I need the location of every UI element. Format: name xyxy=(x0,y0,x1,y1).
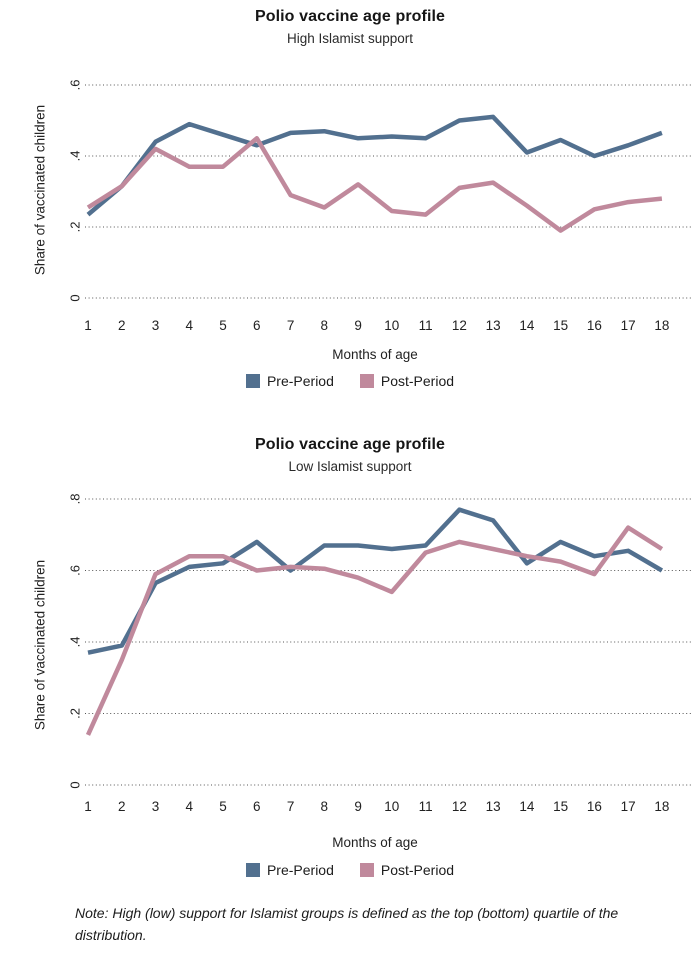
svg-text:5: 5 xyxy=(219,799,227,814)
svg-text:6: 6 xyxy=(253,799,261,814)
svg-text:.8: .8 xyxy=(67,494,82,505)
footnote: Note: High (low) support for Islamist gr… xyxy=(75,905,619,944)
svg-text:4: 4 xyxy=(186,318,194,333)
chart2-title: Polio vaccine age profile xyxy=(254,436,446,453)
post-period-swatch-icon xyxy=(359,374,374,388)
svg-text:13: 13 xyxy=(486,799,501,814)
pre-period-swatch-icon xyxy=(245,374,260,388)
svg-text:15: 15 xyxy=(553,799,568,814)
svg-text:17: 17 xyxy=(621,799,636,814)
svg-text:17: 17 xyxy=(621,318,636,333)
pre-period-legend-label: Pre-Period xyxy=(266,862,334,878)
svg-text:4: 4 xyxy=(186,799,194,814)
svg-text:8: 8 xyxy=(321,318,329,333)
svg-text:8: 8 xyxy=(321,799,329,814)
svg-text:9: 9 xyxy=(354,799,362,814)
chart1-x-axis-label: Months of age xyxy=(332,347,418,362)
svg-text:.6: .6 xyxy=(67,80,82,91)
svg-text:10: 10 xyxy=(384,318,399,333)
svg-text:18: 18 xyxy=(654,318,669,333)
svg-text:12: 12 xyxy=(452,799,467,814)
svg-text:16: 16 xyxy=(587,318,602,333)
chart1-legend-item-post-period: Post-Period xyxy=(359,373,455,389)
chart1-legend: Pre-Period Post-Period xyxy=(0,373,700,389)
svg-text:2: 2 xyxy=(118,318,126,333)
svg-text:14: 14 xyxy=(519,318,535,333)
pre-period-legend-label: Pre-Period xyxy=(266,373,334,389)
svg-text:12: 12 xyxy=(452,318,467,333)
post-period-swatch-icon xyxy=(359,863,374,877)
svg-text:7: 7 xyxy=(287,318,295,333)
chart1-subtitle: High Islamist support xyxy=(286,31,414,46)
svg-text:3: 3 xyxy=(152,799,160,814)
svg-text:.4: .4 xyxy=(67,637,82,648)
svg-text:.4: .4 xyxy=(67,151,82,162)
chart2-legend-item-post-period: Post-Period xyxy=(359,862,455,878)
svg-text:7: 7 xyxy=(287,799,295,814)
svg-text:0: 0 xyxy=(67,294,82,301)
chart2-subtitle: Low Islamist support xyxy=(288,459,412,474)
svg-text:2: 2 xyxy=(118,799,126,814)
svg-text:6: 6 xyxy=(253,318,261,333)
svg-text:1: 1 xyxy=(84,318,92,333)
svg-text:5: 5 xyxy=(219,318,227,333)
chart1-title: Polio vaccine age profile xyxy=(254,8,446,25)
svg-text:.2: .2 xyxy=(67,708,82,719)
svg-text:13: 13 xyxy=(486,318,501,333)
svg-text:9: 9 xyxy=(354,318,362,333)
post-period-legend-label: Post-Period xyxy=(380,373,455,389)
svg-text:.6: .6 xyxy=(67,565,82,576)
chart2-legend-item-pre-period: Pre-Period xyxy=(245,862,334,878)
svg-text:15: 15 xyxy=(553,318,568,333)
chart1-legend-item-pre-period: Pre-Period xyxy=(245,373,334,389)
chart2-x-axis-label: Months of age xyxy=(332,835,418,850)
pre-period-swatch-icon xyxy=(245,863,260,877)
chart2-plot-area: 0.2.4.6.81 2 3 4 5 6 7 8 9 10 11 12 13 14 15 16 17 18 xyxy=(67,494,692,814)
svg-text:16: 16 xyxy=(587,799,602,814)
svg-text:18: 18 xyxy=(654,799,669,814)
svg-text:10: 10 xyxy=(384,799,399,814)
chart2-legend: Pre-Period Post-Period xyxy=(0,862,700,878)
svg-text:14: 14 xyxy=(519,799,535,814)
chart1-plot-area: 0.2.4.61 2 3 4 5 6 7 8 9 10 11 12 13 14 15 16 17 18 xyxy=(67,80,692,333)
svg-text:11: 11 xyxy=(419,318,433,333)
post-period-legend-label: Post-Period xyxy=(380,862,455,878)
svg-text:.2: .2 xyxy=(67,222,82,233)
svg-text:3: 3 xyxy=(152,318,160,333)
svg-text:1: 1 xyxy=(84,799,92,814)
svg-text:0: 0 xyxy=(67,781,82,788)
svg-text:11: 11 xyxy=(419,799,433,814)
